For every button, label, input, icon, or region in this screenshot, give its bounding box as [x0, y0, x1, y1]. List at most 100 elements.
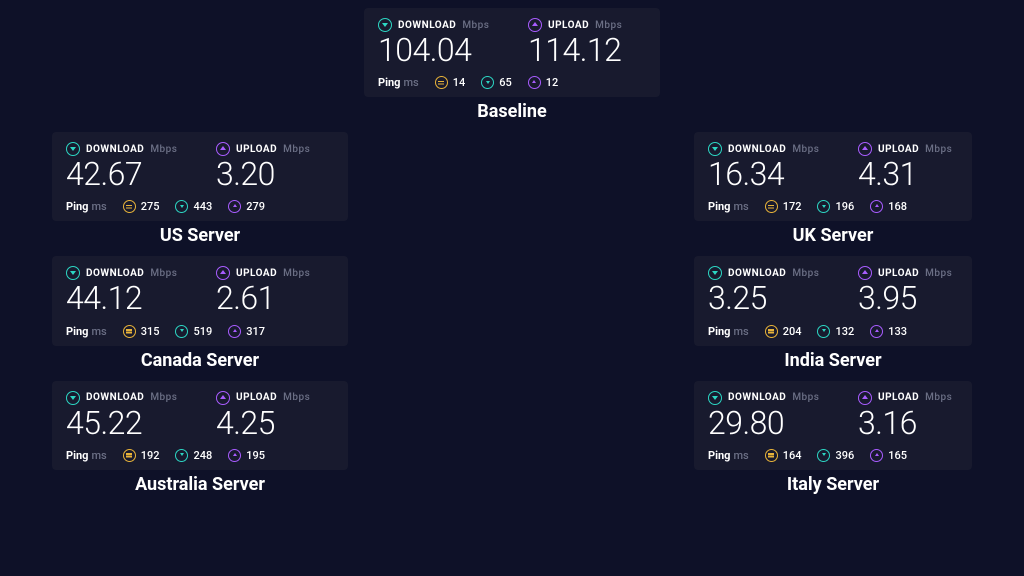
ping-upload-icon: [228, 449, 241, 462]
ping-upload: 12: [528, 76, 559, 89]
ping-upload-icon: [228, 325, 241, 338]
ping-download-icon: [481, 76, 494, 89]
upload-block: UPLOAD Mbps 2.61: [216, 266, 334, 316]
upload-header: UPLOAD Mbps: [216, 391, 334, 405]
metrics-row: DOWNLOAD Mbps 29.80 UPLOAD Mbps 3.16: [708, 391, 958, 441]
ping-download: 443: [175, 200, 212, 213]
ping-download: 519: [175, 325, 212, 338]
upload-icon: [858, 142, 872, 156]
download-unit: Mbps: [150, 268, 177, 279]
upload-header: UPLOAD Mbps: [216, 266, 334, 280]
download-icon: [708, 142, 722, 156]
download-block: DOWNLOAD Mbps 42.67: [66, 142, 184, 192]
ping-idle-value: 315: [141, 325, 160, 338]
download-block: DOWNLOAD Mbps 29.80: [708, 391, 826, 441]
ping-idle-value: 164: [783, 449, 802, 462]
ping-upload: 168: [870, 200, 907, 213]
upload-block: UPLOAD Mbps 4.31: [858, 142, 976, 192]
download-header: DOWNLOAD Mbps: [708, 142, 826, 156]
download-unit: Mbps: [462, 20, 489, 31]
ping-idle-icon: [435, 76, 448, 89]
ping-idle: 275: [123, 200, 160, 213]
upload-icon: [216, 142, 230, 156]
metrics-row: DOWNLOAD Mbps 16.34 UPLOAD Mbps 4.31: [708, 142, 958, 192]
download-label: DOWNLOAD: [86, 144, 144, 155]
left-column: DOWNLOAD Mbps 42.67 UPLOAD Mbps 3.20: [52, 132, 348, 505]
ping-download-value: 132: [835, 325, 854, 338]
ping-upload-value: 195: [246, 449, 265, 462]
speed-card-baseline: DOWNLOAD Mbps 104.04 UPLOAD Mbps 114.12 …: [364, 8, 660, 97]
ping-idle-icon: [123, 449, 136, 462]
ping-upload-icon: [870, 449, 883, 462]
download-icon: [708, 391, 722, 405]
ping-upload-icon: [228, 200, 241, 213]
ping-label: Ping: [378, 76, 400, 89]
upload-unit: Mbps: [283, 144, 310, 155]
download-unit: Mbps: [150, 144, 177, 155]
upload-header: UPLOAD Mbps: [858, 391, 976, 405]
upload-icon: [216, 266, 230, 280]
ping-download-value: 443: [193, 200, 212, 213]
ping-idle-icon: [765, 325, 778, 338]
ping-unit: ms: [91, 325, 106, 338]
download-unit: Mbps: [792, 144, 819, 155]
download-icon: [378, 18, 392, 32]
upload-block: UPLOAD Mbps 114.12: [528, 18, 646, 68]
download-unit: Mbps: [792, 268, 819, 279]
server-title-india: India Server: [784, 350, 881, 371]
ping-download-icon: [817, 325, 830, 338]
ping-unit: ms: [733, 449, 748, 462]
server-title-italy: Italy Server: [787, 474, 879, 495]
ping-label-wrap: Pingms: [66, 325, 107, 338]
metrics-row: DOWNLOAD Mbps 3.25 UPLOAD Mbps 3.95: [708, 266, 958, 316]
download-value: 44.12: [66, 281, 184, 316]
upload-value: 4.31: [858, 157, 976, 192]
download-value: 29.80: [708, 406, 826, 441]
upload-label: UPLOAD: [878, 392, 919, 403]
server-title-us: US Server: [160, 225, 240, 246]
ping-label-wrap: Pingms: [66, 200, 107, 213]
download-label: DOWNLOAD: [728, 268, 786, 279]
ping-download: 396: [817, 449, 854, 462]
upload-label: UPLOAD: [236, 268, 277, 279]
upload-header: UPLOAD Mbps: [858, 142, 976, 156]
ping-upload-value: 317: [246, 325, 265, 338]
ping-idle-icon: [765, 449, 778, 462]
ping-idle: 315: [123, 325, 160, 338]
download-unit: Mbps: [150, 392, 177, 403]
ping-download-icon: [175, 200, 188, 213]
ping-label: Ping: [66, 449, 88, 462]
download-block: DOWNLOAD Mbps 45.22: [66, 391, 184, 441]
ping-idle-icon: [765, 200, 778, 213]
ping-download-icon: [817, 200, 830, 213]
upload-block: UPLOAD Mbps 4.25: [216, 391, 334, 441]
upload-value: 3.16: [858, 406, 976, 441]
download-header: DOWNLOAD Mbps: [708, 391, 826, 405]
upload-unit: Mbps: [283, 392, 310, 403]
ping-label: Ping: [66, 200, 88, 213]
metrics-row: DOWNLOAD Mbps 44.12 UPLOAD Mbps 2.61: [66, 266, 334, 316]
ping-row: Pingms 275 443 279: [66, 200, 334, 213]
ping-idle-icon: [123, 325, 136, 338]
download-unit: Mbps: [792, 392, 819, 403]
ping-download: 196: [817, 200, 854, 213]
ping-upload: 317: [228, 325, 265, 338]
upload-icon: [216, 391, 230, 405]
ping-upload-value: 133: [888, 325, 907, 338]
download-label: DOWNLOAD: [86, 392, 144, 403]
ping-unit: ms: [733, 325, 748, 338]
upload-unit: Mbps: [925, 268, 952, 279]
ping-idle: 14: [435, 76, 466, 89]
speed-card-canada: DOWNLOAD Mbps 44.12 UPLOAD Mbps 2.61: [52, 256, 348, 345]
ping-download-value: 519: [193, 325, 212, 338]
speed-card-uk: DOWNLOAD Mbps 16.34 UPLOAD Mbps 4.31: [694, 132, 972, 221]
metrics-row: DOWNLOAD Mbps 45.22 UPLOAD Mbps 4.25: [66, 391, 334, 441]
download-label: DOWNLOAD: [728, 392, 786, 403]
server-title-australia: Australia Server: [135, 474, 265, 495]
ping-download-icon: [817, 449, 830, 462]
download-header: DOWNLOAD Mbps: [66, 391, 184, 405]
ping-row: Pingms 172 196 168: [708, 200, 958, 213]
ping-download-icon: [175, 325, 188, 338]
download-icon: [66, 266, 80, 280]
ping-idle-value: 14: [453, 76, 466, 89]
